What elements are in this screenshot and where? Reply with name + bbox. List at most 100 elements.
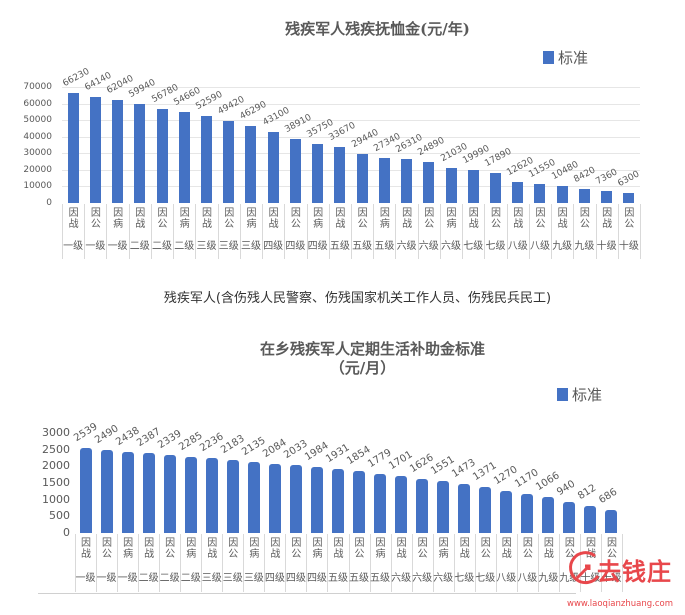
bar	[401, 159, 413, 203]
level-label: 五级	[327, 573, 348, 584]
chart2-subtitle: （元/月）	[329, 359, 396, 377]
bar	[184, 456, 197, 533]
bar	[245, 126, 257, 203]
bar	[534, 183, 546, 203]
category-label: 因公	[150, 204, 173, 259]
cause-char: 战	[68, 219, 79, 230]
category-label: 因病	[373, 204, 395, 259]
y-tick-label: 60000	[23, 98, 52, 109]
bar	[563, 501, 576, 533]
bar	[134, 103, 146, 203]
cause-char: 因	[579, 208, 590, 219]
level-label: 八级	[507, 241, 528, 252]
level-label: 五级	[370, 573, 391, 584]
category-label: 因病	[106, 204, 128, 259]
gridline	[62, 87, 640, 88]
level-label: 一级	[85, 241, 106, 252]
value-label: 686	[597, 486, 620, 507]
level-label: 五级	[352, 241, 373, 252]
category-label: 因战	[390, 534, 412, 592]
bar	[601, 190, 613, 203]
category-label: 因战	[495, 534, 517, 592]
level-label: 十级	[580, 573, 601, 584]
cause-char: 因	[144, 538, 155, 549]
bar	[310, 466, 323, 533]
bottom-rule	[38, 593, 306, 594]
cause-char: 因	[291, 538, 302, 549]
cause-char: 公	[522, 549, 533, 560]
cause-char: 公	[90, 219, 101, 230]
cause-char: 公	[291, 549, 302, 560]
level-label: 七级	[485, 241, 506, 252]
level-label: 六级	[441, 241, 462, 252]
level-label: 八级	[517, 573, 538, 584]
y-tick-label: 3000	[42, 426, 70, 439]
level-label: 十级	[618, 241, 639, 252]
level-label: 九级	[552, 241, 573, 252]
bar	[437, 481, 450, 533]
cause-char: 公	[424, 219, 435, 230]
cause-char: 因	[468, 208, 479, 219]
level-label: 五级	[374, 241, 395, 252]
cause-char: 公	[480, 549, 491, 560]
bar	[467, 169, 479, 203]
level-label: 九级	[538, 573, 559, 584]
category-label: 因战	[138, 534, 159, 592]
bar	[512, 182, 524, 203]
level-label: 三级	[196, 241, 217, 252]
bar	[89, 96, 101, 203]
cause-char: 战	[207, 549, 218, 560]
cause-char: 因	[396, 538, 407, 549]
level-label: 七级	[454, 573, 475, 584]
cause-char: 战	[268, 219, 279, 230]
category-label: 因战	[262, 204, 284, 259]
cause-char: 战	[513, 219, 524, 230]
level-label: 九级	[574, 241, 595, 252]
y-tick-label: 500	[49, 509, 70, 523]
level-label: 六级	[433, 573, 454, 584]
cause-char: 因	[179, 208, 190, 219]
legend-swatch	[557, 388, 568, 401]
bar	[353, 471, 366, 533]
category-label: 因公	[417, 204, 440, 259]
cause-char: 因	[522, 538, 533, 549]
cause-char: 战	[543, 549, 554, 560]
level-label: 一级	[75, 573, 96, 584]
bar	[100, 450, 113, 533]
bottom-rule	[306, 593, 576, 594]
chart2-title: 在乡残疾军人定期生活补助金标准 （元/月）	[0, 340, 685, 378]
category-label: 因公	[573, 204, 595, 259]
bar	[556, 185, 568, 203]
cause-char: 病	[179, 219, 190, 230]
cause-char: 公	[564, 549, 575, 560]
level-label: 八级	[529, 241, 550, 252]
chart2-legend: 标准	[557, 384, 602, 405]
bar	[356, 154, 368, 203]
bar	[201, 115, 212, 203]
category-label: 因战	[453, 534, 475, 592]
bar	[584, 505, 597, 533]
level-label: 一级	[96, 573, 117, 584]
bar	[374, 473, 387, 533]
cause-char: 公	[624, 219, 635, 230]
y-tick-label: 10000	[23, 181, 52, 192]
category-label: 因公	[159, 534, 180, 592]
level-label: 二级	[159, 573, 180, 584]
cause-char: 公	[290, 219, 301, 230]
category-label: 因公	[285, 534, 306, 592]
level-label: 十级	[596, 241, 617, 252]
cause-char: 因	[333, 538, 344, 549]
level-label: 一级	[117, 573, 138, 584]
category-label: 因公	[351, 204, 373, 259]
cause-char: 因	[207, 538, 218, 549]
y-tick-label: 0	[46, 198, 52, 208]
cause-char: 因	[270, 538, 281, 549]
cause-char: 因	[81, 538, 92, 549]
category-label: 因公	[96, 534, 117, 592]
category-label: 因战	[75, 534, 96, 592]
cause-char: 战	[201, 219, 212, 230]
bar	[79, 448, 92, 533]
category-label: 因病	[180, 534, 201, 592]
category-label: 因公	[600, 534, 622, 592]
cause-char: 因	[513, 208, 524, 219]
